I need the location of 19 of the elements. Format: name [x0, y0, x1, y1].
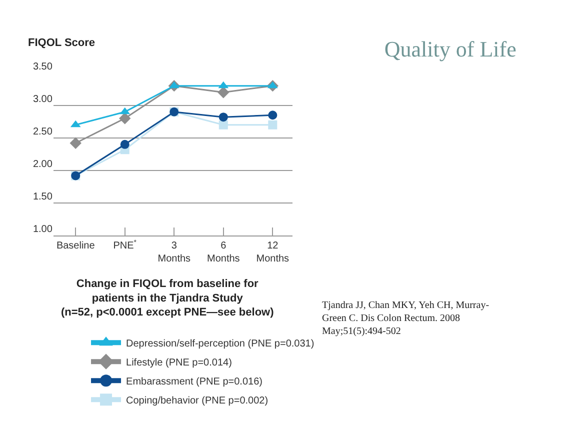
- y-axis-title: FIQOL Score: [28, 37, 96, 49]
- legend-label: Lifestyle (PNE p=0.014): [126, 358, 232, 368]
- y-tick-label: 2.50: [32, 126, 53, 138]
- text: Quality of Life: [384, 36, 516, 62]
- y-tick-label: 1.00: [32, 224, 53, 236]
- text: Tjandra JJ, Chan MKY, Yeh CH, Murray- Green C. Dis Colon Rectum. 2008 May;51(5):494-502: [322, 300, 490, 337]
- x-tick-label: Baseline: [56, 240, 96, 252]
- text: Change in FIQOL from baseline for patients in the Tjandra Study (n=52, p<0.0001 except PNE—see below): [61, 278, 274, 319]
- x-tick-label: 3 Months: [158, 240, 191, 265]
- legend-label: Coping/behavior (PNE p=0.002): [126, 396, 268, 406]
- legend-label: Embarassment (PNE p=0.016): [126, 376, 262, 388]
- y-tick-label: 2.00: [32, 158, 53, 170]
- x-tick-label: 6 Months: [206, 240, 240, 265]
- x-tick-label: 12 Months: [256, 240, 290, 265]
- y-tick-label: 3.50: [32, 61, 53, 72]
- x-tick-label: PNE$^{*}$: [113, 239, 137, 252]
- y-tick-label: 3.00: [32, 94, 53, 105]
- legend-label: Depression/self-perception (PNE p=0.031): [126, 338, 314, 350]
- y-tick-label: 1.50: [32, 192, 53, 203]
